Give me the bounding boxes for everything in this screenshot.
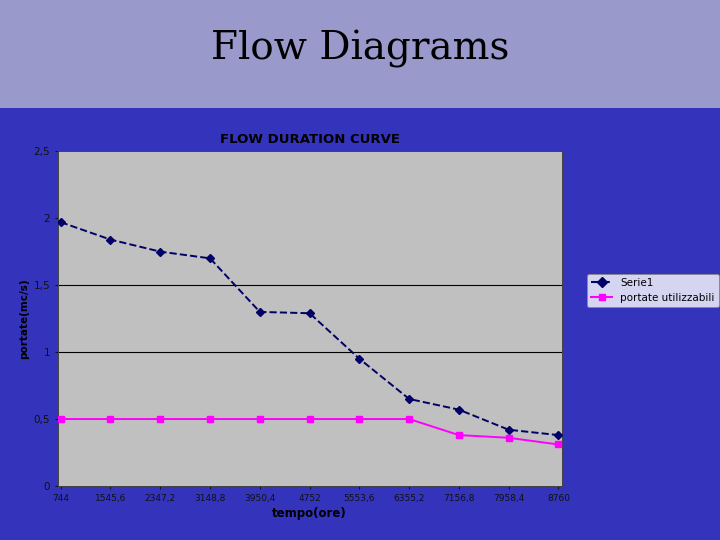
Title: FLOW DURATION CURVE: FLOW DURATION CURVE [220, 133, 400, 146]
Y-axis label: portate(mc/s): portate(mc/s) [19, 278, 30, 359]
Text: Flow Diagrams: Flow Diagrams [211, 30, 509, 68]
Legend: Serie1, portate utilizzabili: Serie1, portate utilizzabili [587, 274, 719, 307]
X-axis label: tempo(ore): tempo(ore) [272, 507, 347, 520]
